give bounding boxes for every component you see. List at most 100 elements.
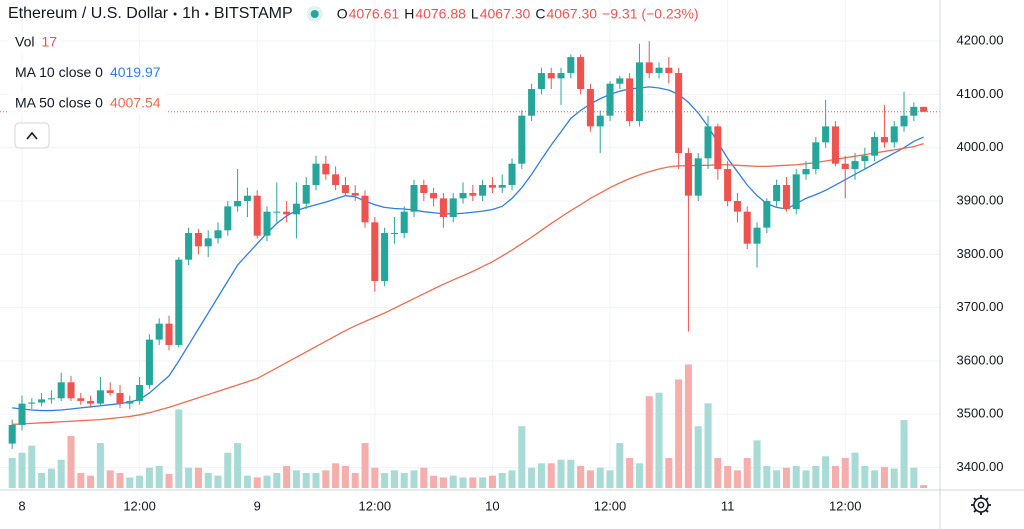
x-tick-label: 10 bbox=[485, 498, 499, 513]
x-tick-label: 11 bbox=[721, 498, 735, 513]
volume-bar bbox=[792, 465, 800, 488]
volume-bar bbox=[528, 467, 536, 488]
ma-line bbox=[12, 143, 924, 426]
volume-bar bbox=[263, 475, 271, 488]
candle-body bbox=[8, 424, 16, 444]
volume-bar bbox=[273, 473, 281, 488]
volume-bar bbox=[773, 470, 781, 488]
indicator-name: MA 50 close 0 bbox=[15, 95, 103, 111]
quote-key: O bbox=[337, 6, 348, 22]
volume-bar bbox=[400, 473, 408, 488]
volume-bar bbox=[381, 473, 389, 488]
volume-bar bbox=[224, 452, 232, 488]
y-tick-label: 4200.00 bbox=[957, 32, 1004, 47]
volume-bar bbox=[557, 459, 565, 488]
candle-body bbox=[322, 163, 330, 175]
candle-body bbox=[410, 185, 418, 212]
volume-bar bbox=[194, 467, 202, 488]
volume-bar bbox=[420, 467, 428, 488]
volume-pane bbox=[8, 364, 928, 488]
candle-body bbox=[596, 115, 604, 127]
volume-bar bbox=[479, 477, 487, 488]
candle-body bbox=[684, 153, 692, 196]
volume-bar bbox=[724, 465, 732, 488]
volume-bar bbox=[126, 477, 134, 488]
legend: Ethereum / U.S. Dollar 1h BITSTAMP O 4076.61… bbox=[8, 5, 699, 115]
candle-body bbox=[871, 137, 879, 156]
volume-bar bbox=[87, 475, 95, 488]
y-tick-label: 4000.00 bbox=[957, 139, 1004, 154]
candle-body bbox=[116, 392, 124, 404]
collapse-button[interactable] bbox=[14, 122, 50, 149]
volume-bar bbox=[57, 459, 65, 488]
ma-line bbox=[12, 86, 924, 412]
candle-body bbox=[547, 73, 555, 79]
volume-bar bbox=[116, 473, 124, 488]
indicator-value: 4019.97 bbox=[110, 64, 161, 80]
volume-bar bbox=[831, 465, 839, 488]
candle-body bbox=[420, 185, 428, 194]
x-tick-label: 12:00 bbox=[359, 498, 392, 513]
volume-bar bbox=[175, 409, 183, 488]
x-tick-label: 12:00 bbox=[829, 498, 862, 513]
volume-bar bbox=[635, 463, 643, 488]
volume-bar bbox=[920, 485, 928, 488]
volume-bar bbox=[626, 458, 634, 488]
candle-body bbox=[439, 198, 447, 218]
indicator-name: MA 10 close 0 bbox=[15, 64, 103, 80]
symbol: Ethereum / U.S. Dollar bbox=[8, 5, 169, 22]
quote-key: C bbox=[535, 6, 545, 22]
volume-bar bbox=[155, 465, 163, 488]
volume-bar bbox=[782, 467, 790, 488]
candle-body bbox=[145, 339, 153, 385]
candle-body bbox=[577, 57, 585, 90]
volume-bar bbox=[763, 465, 771, 488]
volume-bar bbox=[47, 468, 55, 488]
candle-body bbox=[283, 211, 291, 215]
volume-bar bbox=[410, 470, 418, 488]
separator-dot bbox=[205, 12, 209, 16]
volume-bar bbox=[694, 426, 702, 488]
volume-bar bbox=[8, 458, 16, 488]
y-tick-label: 3800.00 bbox=[957, 246, 1004, 261]
volume-bar bbox=[322, 470, 330, 488]
volume-bar bbox=[812, 465, 820, 488]
candle-body bbox=[155, 323, 163, 340]
quote-value: 4067.30 bbox=[480, 6, 531, 22]
y-tick-label: 3900.00 bbox=[957, 192, 1004, 207]
candle-body bbox=[890, 126, 898, 143]
candle-body bbox=[381, 233, 389, 281]
candle-body bbox=[57, 382, 65, 399]
volume-bar bbox=[302, 473, 310, 488]
volume-bar bbox=[430, 475, 438, 488]
settings-gear[interactable] bbox=[971, 495, 991, 515]
quote-value: 4076.88 bbox=[415, 6, 466, 22]
volume-bar bbox=[18, 452, 26, 488]
volume-bar bbox=[96, 443, 104, 488]
candle-body bbox=[665, 67, 673, 74]
volume-bar bbox=[390, 470, 398, 488]
volume-bar bbox=[459, 477, 467, 488]
candle-body bbox=[626, 78, 634, 122]
collapse-box[interactable] bbox=[14, 122, 50, 149]
candle-body bbox=[920, 106, 928, 112]
quote-key: L bbox=[471, 6, 479, 22]
volume-bar bbox=[704, 403, 712, 488]
volume-bar bbox=[537, 463, 545, 488]
volume-bar bbox=[655, 392, 663, 488]
y-tick-label: 3400.00 bbox=[957, 459, 1004, 474]
volume-bar bbox=[802, 470, 810, 488]
volume-bar bbox=[567, 459, 575, 488]
candle-body bbox=[126, 400, 134, 404]
candle-body bbox=[675, 73, 683, 154]
candle-body bbox=[733, 201, 741, 212]
volume-bar bbox=[253, 477, 261, 488]
candle-body bbox=[635, 62, 643, 122]
indicator-name: Vol bbox=[15, 34, 34, 50]
volume-bar bbox=[606, 470, 614, 488]
volume-bar bbox=[733, 470, 741, 488]
candle-body bbox=[645, 62, 653, 74]
candle-body bbox=[96, 390, 104, 404]
collapse-arrow bbox=[26, 131, 38, 140]
